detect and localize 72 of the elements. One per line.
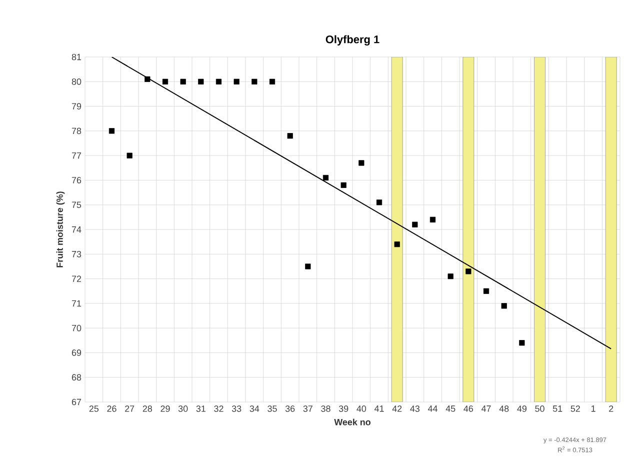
y-tick-label: 72 xyxy=(72,276,82,282)
y-tick-label: 74 xyxy=(72,226,82,233)
x-tick-label: 28 xyxy=(142,406,152,412)
point xyxy=(430,216,436,222)
y-tick-label: 70 xyxy=(72,324,82,332)
x-tick-label: 46 xyxy=(464,406,474,412)
point xyxy=(501,303,507,309)
point xyxy=(376,200,382,206)
chart-title: Olyfberg 1 xyxy=(326,35,380,46)
x-tick-label: 30 xyxy=(178,406,188,412)
x-tick-label: 42 xyxy=(392,406,402,412)
point xyxy=(144,76,150,82)
point xyxy=(269,78,276,84)
y-tick-label: 73 xyxy=(72,250,82,258)
x-tick-label: 35 xyxy=(268,406,277,412)
x-tick-label: 51 xyxy=(552,406,562,412)
point xyxy=(394,241,400,248)
point xyxy=(322,174,329,181)
x-tick-label: 27 xyxy=(125,406,134,412)
y-tick-label: 69 xyxy=(72,350,82,356)
x-tick-label: 2 xyxy=(609,406,614,412)
x-tick-label: 39 xyxy=(338,406,348,412)
point xyxy=(126,152,132,158)
point xyxy=(340,182,346,188)
point xyxy=(412,222,418,228)
y-tick-label: 67 xyxy=(72,398,82,406)
point xyxy=(234,78,240,84)
x-tick-label: 49 xyxy=(517,406,526,412)
x-tick-label: 26 xyxy=(107,406,116,412)
y-tick-label: 77 xyxy=(72,152,82,159)
point xyxy=(305,264,311,270)
y-tick-label: 81 xyxy=(72,54,82,60)
x-tick-label: 43 xyxy=(410,406,420,412)
x-tick-label: 29 xyxy=(160,406,170,412)
point xyxy=(358,160,364,166)
x-tick-label: 41 xyxy=(374,406,384,412)
y-tick-label: 68 xyxy=(72,374,82,381)
point xyxy=(252,78,258,84)
x-tick-label: 37 xyxy=(303,406,312,412)
y-tick-label: 75 xyxy=(72,202,82,208)
x-tick-label: 44 xyxy=(428,406,438,412)
x-tick-label: 36 xyxy=(285,406,295,412)
y-tick-label: 78 xyxy=(72,128,82,134)
x-tick-label: 38 xyxy=(321,406,330,412)
point xyxy=(198,78,204,84)
y-axis-title: Fruit moisture (%) xyxy=(56,192,65,268)
x-tick-label: 34 xyxy=(250,406,260,412)
x-axis-title: Week no xyxy=(334,418,370,426)
point xyxy=(483,288,490,294)
point xyxy=(448,274,454,280)
x-tick-label: 25 xyxy=(89,406,99,412)
point xyxy=(466,268,472,274)
x-tick-label: 52 xyxy=(570,406,580,412)
y-tick-label: 79 xyxy=(72,103,82,110)
x-tick-label: 45 xyxy=(446,406,456,412)
point xyxy=(162,78,168,84)
point xyxy=(216,78,222,84)
x-tick-label: 48 xyxy=(499,406,509,412)
x-tick-label: 40 xyxy=(356,406,366,412)
x-tick-label: 32 xyxy=(214,406,224,412)
x-tick-label: 31 xyxy=(196,406,206,412)
point xyxy=(180,78,186,84)
x-tick-label: 1 xyxy=(591,406,596,412)
y-tick-label: 80 xyxy=(72,78,82,85)
point xyxy=(519,340,525,346)
x-tick-label: 50 xyxy=(535,406,544,412)
x-tick-label: 47 xyxy=(481,406,491,412)
x-tick-label: 33 xyxy=(232,406,242,412)
point xyxy=(287,133,293,139)
y-tick-label: 71 xyxy=(72,300,82,307)
y-tick-label: 76 xyxy=(72,177,82,184)
point xyxy=(108,128,115,134)
